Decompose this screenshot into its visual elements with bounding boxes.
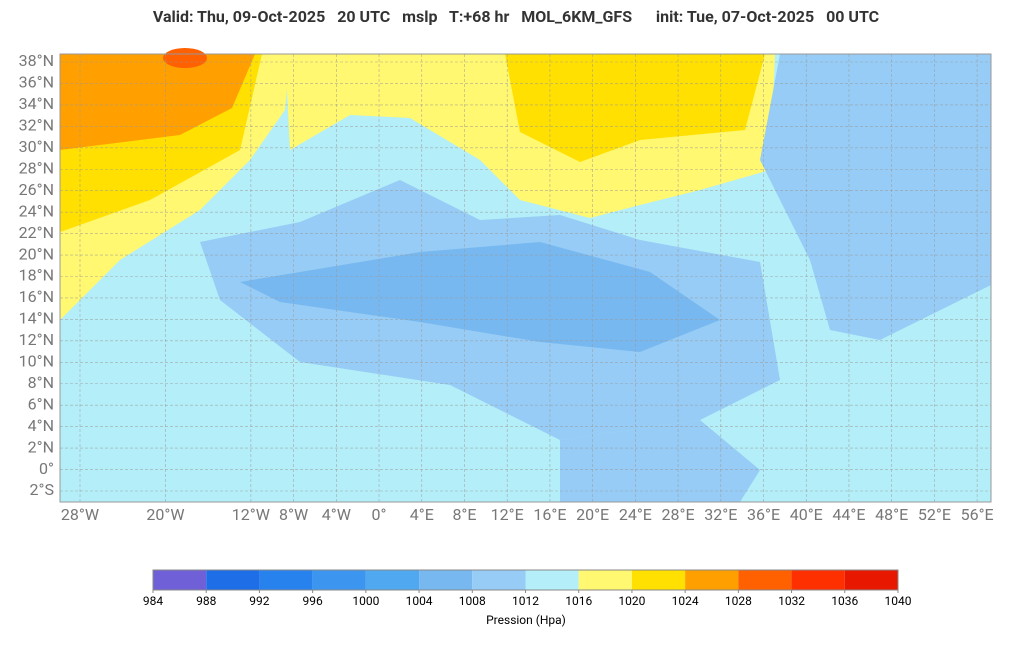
lat-label: 18°N: [19, 266, 54, 285]
lon-label: 4°W: [322, 505, 351, 524]
colorbar-swatch: [738, 570, 792, 590]
colorbar-label: Pression (Hpa): [486, 613, 566, 627]
lon-label: 4°E: [410, 505, 434, 524]
lon-label: 28°E: [662, 505, 695, 524]
colorbar-swatch: [472, 570, 526, 590]
lat-label: 32°N: [19, 116, 54, 135]
lon-label: 0°: [372, 505, 387, 524]
colorbar-swatch: [259, 570, 313, 590]
lat-label: 14°N: [19, 309, 54, 328]
lon-label: 48°E: [875, 505, 908, 524]
lon-label: 28°W: [61, 505, 99, 524]
colorbar-swatch: [153, 570, 207, 590]
lat-label: 0°: [39, 459, 54, 478]
colorbar-tick-label: 1024: [672, 594, 699, 608]
lon-label: 12°W: [232, 505, 270, 524]
colorbar-tick-label: 1008: [459, 594, 486, 608]
lat-label: 38°N: [19, 51, 54, 70]
title: Valid: Thu, 09-Oct-2025 20 UTC mslp T:+6…: [153, 7, 879, 26]
lat-label: 8°N: [28, 373, 54, 392]
lat-label: 12°N: [19, 330, 54, 349]
lon-label: 24°E: [619, 505, 652, 524]
lon-label: 36°E: [747, 505, 780, 524]
pressure-area: [240, 242, 720, 352]
colorbar-tick-label: 1016: [565, 594, 592, 608]
colorbar-tick-label: 992: [249, 594, 269, 608]
colorbar-swatch: [685, 570, 739, 590]
lat-label: 22°N: [19, 223, 54, 242]
colorbar-tick-label: 1028: [725, 594, 752, 608]
lon-label: 32°E: [704, 505, 737, 524]
colorbar-tick-label: 988: [196, 594, 216, 608]
lat-label: 10°N: [19, 352, 54, 371]
lon-label: 16°E: [533, 505, 566, 524]
lon-label: 52°E: [918, 505, 951, 524]
lat-label: 16°N: [19, 287, 54, 306]
lon-label: 8°E: [452, 505, 476, 524]
pressure-area: [60, 54, 255, 150]
lon-label: 44°E: [832, 505, 865, 524]
colorbar-tick-label: 1012: [512, 594, 539, 608]
colorbar-swatch: [844, 570, 898, 590]
lat-label: 20°N: [19, 244, 54, 263]
colorbar-swatch: [525, 570, 579, 590]
colorbar-swatch: [578, 570, 632, 590]
colorbar-tick-label: 1032: [778, 594, 805, 608]
lon-label: 20°E: [576, 505, 609, 524]
pressure-area: [163, 48, 207, 68]
pressure-area: [505, 54, 765, 162]
pressure-area: [560, 420, 760, 502]
map-frame: [59, 53, 992, 503]
lon-label: 8°W: [279, 505, 308, 524]
lon-label: 12°E: [491, 505, 524, 524]
colorbar-tick-label: 1036: [831, 594, 858, 608]
lat-label: 2°S: [30, 480, 54, 499]
colorbar-swatch: [312, 570, 366, 590]
lon-label: 40°E: [790, 505, 823, 524]
colorbar-swatch: [631, 570, 686, 590]
pressure-area: [760, 54, 991, 340]
colorbar-tick-label: 1040: [885, 594, 912, 608]
colorbar-swatch: [365, 570, 420, 590]
colorbar-tick-label: 984: [143, 594, 163, 608]
lat-label: 26°N: [19, 180, 54, 199]
lat-label: 30°N: [19, 137, 54, 156]
colorbar-swatch: [206, 570, 260, 590]
colorbar-swatch: [419, 570, 473, 590]
lat-label: 28°N: [19, 158, 54, 177]
colorbar-tick-label: 1004: [406, 594, 433, 608]
lon-label: 20°W: [146, 505, 184, 524]
colorbar-swatch: [791, 570, 845, 590]
lon-label: 56°E: [961, 505, 994, 524]
lat-label: 2°N: [28, 437, 54, 456]
map: [59, 48, 992, 503]
lat-label: 4°N: [28, 416, 54, 435]
lat-label: 6°N: [28, 394, 54, 413]
colorbar-tick-label: 996: [303, 594, 323, 608]
colorbar-tick-label: 1000: [352, 594, 379, 608]
colorbar-tick-label: 1020: [618, 594, 645, 608]
lat-label: 36°N: [19, 73, 54, 92]
lat-label: 34°N: [19, 94, 54, 113]
lat-label: 24°N: [19, 201, 54, 220]
